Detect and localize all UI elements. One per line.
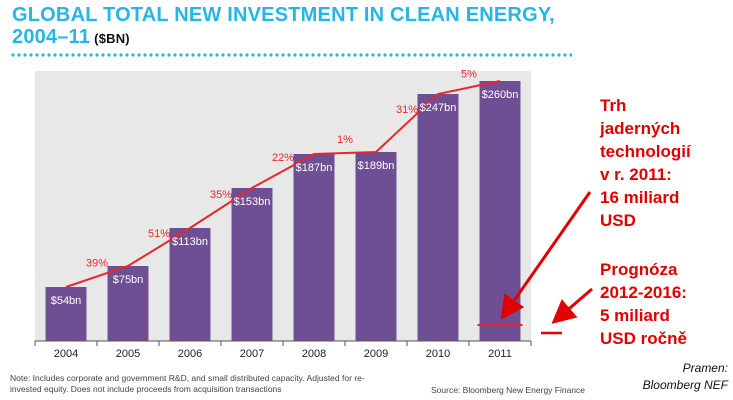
- x-tick-label: 2004: [54, 348, 78, 360]
- bar-value-label: $75bn: [113, 274, 144, 286]
- growth-rate-label: 5%: [461, 69, 477, 81]
- bar-value-label: $187bn: [296, 162, 333, 174]
- source-note: Source: Bloomberg New Energy Finance: [431, 385, 586, 395]
- bar-2006: [169, 228, 211, 341]
- x-tick-label: 2011: [488, 348, 512, 360]
- nuclear-annotation-line-2: jaderných: [600, 119, 681, 138]
- growth-rate-label: 51%: [148, 228, 170, 240]
- bar-2007: [231, 188, 273, 341]
- bar-2008: [293, 154, 335, 341]
- growth-rate-label: 31%: [396, 104, 418, 116]
- nuclear-annotation-line-3: technologií: [600, 142, 691, 161]
- nuclear-annotation-line-6: USD: [600, 211, 636, 230]
- growth-rate-label: 35%: [210, 189, 232, 201]
- nuclear-annotation-line-5: 16 miliard: [600, 188, 680, 207]
- bar-value-label: $260bn: [482, 89, 519, 101]
- forecast-annotation: Prognóza 2012-2016: 5 miliard USD ročně: [600, 258, 687, 350]
- bar-2009: [355, 152, 397, 341]
- growth-rate-label: 1%: [337, 134, 353, 146]
- x-tick-label: 2006: [178, 348, 202, 360]
- bar-value-label: $54bn: [51, 295, 82, 307]
- bar-value-label: $247bn: [420, 102, 457, 114]
- nuclear-annotation-line-4: v r. 2011:: [600, 165, 672, 184]
- x-tick-label: 2008: [302, 348, 326, 360]
- nuclear-market-annotation: Trh jaderných technologií v r. 2011: 16 mili…: [600, 94, 691, 232]
- growth-rate-label: 39%: [86, 258, 108, 270]
- forecast-annotation-line-3: 5 miliard: [600, 306, 670, 325]
- pramen-label: Pramen:: [682, 361, 728, 375]
- forecast-annotation-line-2: 2012-2016:: [600, 283, 687, 302]
- x-tick-label: 2007: [240, 348, 264, 360]
- x-tick-label: 2005: [116, 348, 140, 360]
- chart-title-unit: ($BN): [94, 31, 130, 46]
- x-tick-label: 2010: [426, 348, 450, 360]
- bar-2004: [45, 287, 87, 341]
- dotted-divider: [10, 52, 572, 58]
- forecast-annotation-line-4: USD ročně: [600, 329, 687, 348]
- bar-value-label: $113bn: [172, 236, 208, 248]
- x-tick-label: 2009: [364, 348, 388, 360]
- chart-title-years: 2004–11 ($BN): [12, 26, 130, 49]
- nuclear-pointer-arrow: [500, 191, 592, 320]
- chart-title: GLOBAL TOTAL NEW INVESTMENT IN CLEAN ENE…: [12, 4, 555, 26]
- bar-value-label: $189bn: [358, 160, 395, 172]
- forecast-pointer-arrow: [551, 287, 593, 324]
- nuclear-annotation-line-1: Trh: [600, 96, 627, 115]
- forecast-annotation-line-1: Prognóza: [600, 260, 678, 279]
- growth-trend-line: [65, 80, 501, 288]
- bar-value-label: $153bn: [234, 196, 271, 208]
- footnote: Note: Includes corporate and government …: [10, 373, 365, 394]
- growth-rate-label: 22%: [272, 152, 294, 164]
- bar-2010: [417, 94, 459, 341]
- bar-2005: [107, 266, 149, 341]
- pramen-note: Pramen: Bloomberg NEF: [630, 360, 728, 394]
- pramen-source: Bloomberg NEF: [642, 378, 728, 392]
- chart-title-period: 2004–11: [12, 26, 91, 48]
